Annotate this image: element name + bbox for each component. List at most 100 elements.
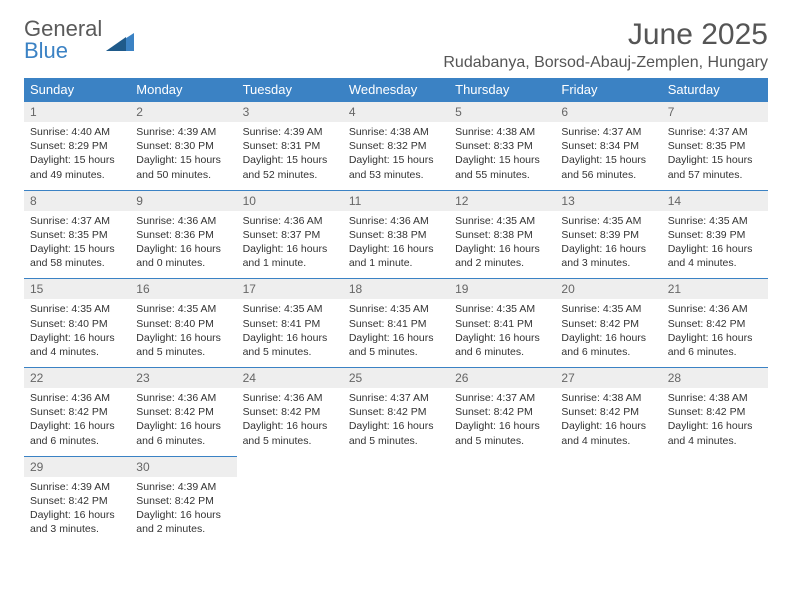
sunrise-text: Sunrise: 4:36 AM — [136, 391, 230, 405]
daylight-text: Daylight: 16 hours and 6 minutes. — [668, 331, 762, 359]
day-info-cell: Sunrise: 4:38 AMSunset: 8:42 PMDaylight:… — [662, 388, 768, 456]
calendar-page: General Blue June 2025 Rudabanya, Borsod… — [0, 0, 792, 562]
day-number-cell: 16 — [130, 279, 236, 300]
day-number-cell: 19 — [449, 279, 555, 300]
sunrise-text: Sunrise: 4:39 AM — [136, 125, 230, 139]
daylight-text: Daylight: 16 hours and 5 minutes. — [243, 419, 337, 447]
day-number-cell — [555, 456, 661, 477]
day-number-cell: 20 — [555, 279, 661, 300]
daylight-text: Daylight: 15 hours and 50 minutes. — [136, 153, 230, 181]
day-number-cell: 30 — [130, 456, 236, 477]
day-number-cell: 1 — [24, 102, 130, 123]
day-number-cell: 29 — [24, 456, 130, 477]
sunset-text: Sunset: 8:39 PM — [561, 228, 655, 242]
day-number-cell: 2 — [130, 102, 236, 123]
day-info-cell: Sunrise: 4:35 AMSunset: 8:40 PMDaylight:… — [24, 299, 130, 367]
day-number-cell: 9 — [130, 190, 236, 211]
day-info-cell: Sunrise: 4:35 AMSunset: 8:39 PMDaylight:… — [555, 211, 661, 279]
day-info-cell: Sunrise: 4:39 AMSunset: 8:30 PMDaylight:… — [130, 122, 236, 190]
day-number-row: 2930 — [24, 456, 768, 477]
sunrise-text: Sunrise: 4:35 AM — [561, 302, 655, 316]
weekday-header: Friday — [555, 78, 661, 102]
sunset-text: Sunset: 8:40 PM — [136, 317, 230, 331]
title-block: June 2025 Rudabanya, Borsod-Abauj-Zemple… — [443, 18, 768, 72]
day-info-cell — [237, 477, 343, 545]
sunrise-text: Sunrise: 4:37 AM — [30, 214, 124, 228]
day-number-cell: 14 — [662, 190, 768, 211]
sunset-text: Sunset: 8:35 PM — [668, 139, 762, 153]
day-info-cell: Sunrise: 4:35 AMSunset: 8:41 PMDaylight:… — [237, 299, 343, 367]
day-info-cell: Sunrise: 4:40 AMSunset: 8:29 PMDaylight:… — [24, 122, 130, 190]
daylight-text: Daylight: 15 hours and 56 minutes. — [561, 153, 655, 181]
day-number-cell: 13 — [555, 190, 661, 211]
daylight-text: Daylight: 16 hours and 5 minutes. — [349, 331, 443, 359]
day-info-cell: Sunrise: 4:39 AMSunset: 8:31 PMDaylight:… — [237, 122, 343, 190]
daylight-text: Daylight: 16 hours and 1 minute. — [349, 242, 443, 270]
sunset-text: Sunset: 8:42 PM — [561, 405, 655, 419]
day-info-cell: Sunrise: 4:39 AMSunset: 8:42 PMDaylight:… — [24, 477, 130, 545]
day-number-cell: 25 — [343, 368, 449, 389]
logo: General Blue — [24, 18, 134, 62]
day-number-cell: 26 — [449, 368, 555, 389]
sunrise-text: Sunrise: 4:35 AM — [349, 302, 443, 316]
day-info-cell: Sunrise: 4:36 AMSunset: 8:38 PMDaylight:… — [343, 211, 449, 279]
sunset-text: Sunset: 8:36 PM — [136, 228, 230, 242]
sunset-text: Sunset: 8:32 PM — [349, 139, 443, 153]
sunrise-text: Sunrise: 4:37 AM — [668, 125, 762, 139]
day-number-cell: 11 — [343, 190, 449, 211]
daylight-text: Daylight: 16 hours and 2 minutes. — [136, 508, 230, 536]
day-info-cell: Sunrise: 4:37 AMSunset: 8:42 PMDaylight:… — [449, 388, 555, 456]
daylight-text: Daylight: 15 hours and 57 minutes. — [668, 153, 762, 181]
day-number-cell: 21 — [662, 279, 768, 300]
daylight-text: Daylight: 15 hours and 53 minutes. — [349, 153, 443, 181]
sunrise-text: Sunrise: 4:38 AM — [668, 391, 762, 405]
daylight-text: Daylight: 16 hours and 4 minutes. — [561, 419, 655, 447]
day-number-cell: 18 — [343, 279, 449, 300]
day-info-cell: Sunrise: 4:37 AMSunset: 8:35 PMDaylight:… — [662, 122, 768, 190]
daylight-text: Daylight: 16 hours and 5 minutes. — [243, 331, 337, 359]
sunrise-text: Sunrise: 4:35 AM — [30, 302, 124, 316]
day-number-cell: 10 — [237, 190, 343, 211]
sunset-text: Sunset: 8:39 PM — [668, 228, 762, 242]
day-number-cell: 22 — [24, 368, 130, 389]
page-header: General Blue June 2025 Rudabanya, Borsod… — [24, 18, 768, 72]
sunset-text: Sunset: 8:38 PM — [349, 228, 443, 242]
daylight-text: Daylight: 15 hours and 52 minutes. — [243, 153, 337, 181]
day-info-cell: Sunrise: 4:37 AMSunset: 8:35 PMDaylight:… — [24, 211, 130, 279]
day-info-cell: Sunrise: 4:38 AMSunset: 8:33 PMDaylight:… — [449, 122, 555, 190]
day-info-row: Sunrise: 4:37 AMSunset: 8:35 PMDaylight:… — [24, 211, 768, 279]
sunrise-text: Sunrise: 4:35 AM — [561, 214, 655, 228]
sunrise-text: Sunrise: 4:39 AM — [30, 480, 124, 494]
day-info-cell: Sunrise: 4:39 AMSunset: 8:42 PMDaylight:… — [130, 477, 236, 545]
sunrise-text: Sunrise: 4:36 AM — [243, 214, 337, 228]
day-number-cell: 4 — [343, 102, 449, 123]
day-info-cell — [343, 477, 449, 545]
sunset-text: Sunset: 8:42 PM — [30, 494, 124, 508]
weekday-header: Saturday — [662, 78, 768, 102]
sunrise-text: Sunrise: 4:36 AM — [136, 214, 230, 228]
triangle-icon — [106, 29, 134, 51]
sunset-text: Sunset: 8:30 PM — [136, 139, 230, 153]
daylight-text: Daylight: 16 hours and 4 minutes. — [668, 419, 762, 447]
day-info-cell: Sunrise: 4:36 AMSunset: 8:36 PMDaylight:… — [130, 211, 236, 279]
daylight-text: Daylight: 16 hours and 6 minutes. — [561, 331, 655, 359]
daylight-text: Daylight: 16 hours and 2 minutes. — [455, 242, 549, 270]
day-number-row: 22232425262728 — [24, 368, 768, 389]
sunset-text: Sunset: 8:42 PM — [561, 317, 655, 331]
day-info-cell: Sunrise: 4:36 AMSunset: 8:42 PMDaylight:… — [130, 388, 236, 456]
sunset-text: Sunset: 8:42 PM — [243, 405, 337, 419]
sunset-text: Sunset: 8:38 PM — [455, 228, 549, 242]
sunset-text: Sunset: 8:42 PM — [30, 405, 124, 419]
sunrise-text: Sunrise: 4:36 AM — [30, 391, 124, 405]
day-number-cell: 17 — [237, 279, 343, 300]
daylight-text: Daylight: 16 hours and 3 minutes. — [30, 508, 124, 536]
month-title: June 2025 — [443, 18, 768, 52]
day-number-cell: 24 — [237, 368, 343, 389]
daylight-text: Daylight: 16 hours and 0 minutes. — [136, 242, 230, 270]
sunset-text: Sunset: 8:42 PM — [668, 317, 762, 331]
daylight-text: Daylight: 16 hours and 4 minutes. — [668, 242, 762, 270]
daylight-text: Daylight: 15 hours and 55 minutes. — [455, 153, 549, 181]
sunrise-text: Sunrise: 4:39 AM — [243, 125, 337, 139]
daylight-text: Daylight: 16 hours and 5 minutes. — [349, 419, 443, 447]
day-number-cell: 3 — [237, 102, 343, 123]
